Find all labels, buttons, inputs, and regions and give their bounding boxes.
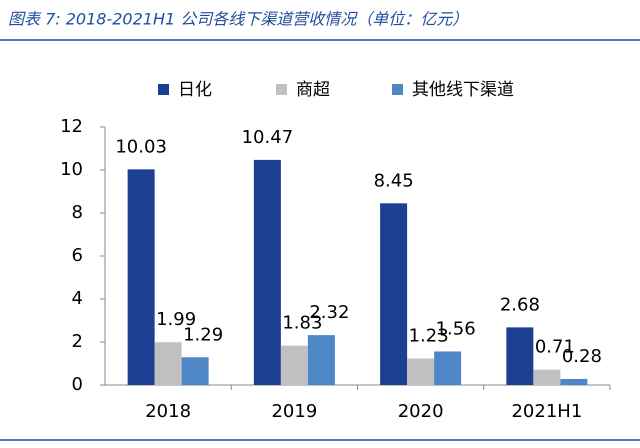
- x-tick-label: 2018: [145, 401, 191, 422]
- data-label: 1.23: [409, 326, 449, 347]
- x-tick-label: 2020: [398, 401, 444, 422]
- bar: [533, 369, 561, 385]
- y-tick-label: 8: [72, 202, 83, 223]
- bar: [560, 378, 588, 385]
- legend-swatch: [276, 84, 287, 95]
- bar: [380, 203, 408, 385]
- bar: [181, 357, 209, 385]
- data-label: 2.32: [309, 302, 349, 323]
- bar: [434, 351, 462, 385]
- x-tick-label: 2019: [271, 401, 317, 422]
- data-label: 10.47: [242, 127, 294, 148]
- bar: [407, 358, 435, 385]
- data-label: 1.29: [183, 324, 223, 345]
- data-label: 0.71: [535, 337, 575, 358]
- data-label: 10.03: [115, 136, 167, 157]
- bar: [154, 342, 182, 385]
- bar: [506, 327, 534, 385]
- bar: [127, 169, 155, 385]
- bar: [253, 159, 281, 385]
- data-label: 1.83: [282, 313, 322, 334]
- data-label: 2.68: [500, 294, 540, 315]
- legend-label: 日化: [178, 80, 212, 100]
- data-label: 1.56: [436, 318, 476, 339]
- y-tick-label: 10: [60, 159, 83, 180]
- chart-title: 图表 7: 2018-2021H1 公司各线下渠道营收情况（单位：亿元）: [8, 10, 468, 29]
- bar: [280, 345, 308, 385]
- y-tick-label: 4: [72, 288, 83, 309]
- bar: [307, 335, 335, 385]
- y-tick-label: 6: [72, 245, 83, 266]
- x-tick-label: 2021H1: [511, 401, 582, 422]
- data-label: 0.28: [562, 346, 602, 367]
- legend-swatch: [158, 84, 169, 95]
- legend-swatch: [392, 84, 403, 95]
- y-tick-label: 12: [60, 116, 83, 137]
- legend-label: 商超: [296, 80, 330, 100]
- data-label: 8.45: [374, 170, 414, 191]
- y-tick-label: 2: [72, 331, 83, 352]
- y-tick-label: 0: [72, 374, 83, 395]
- legend-label: 其他线下渠道: [412, 80, 514, 100]
- data-label: 1.99: [156, 309, 196, 330]
